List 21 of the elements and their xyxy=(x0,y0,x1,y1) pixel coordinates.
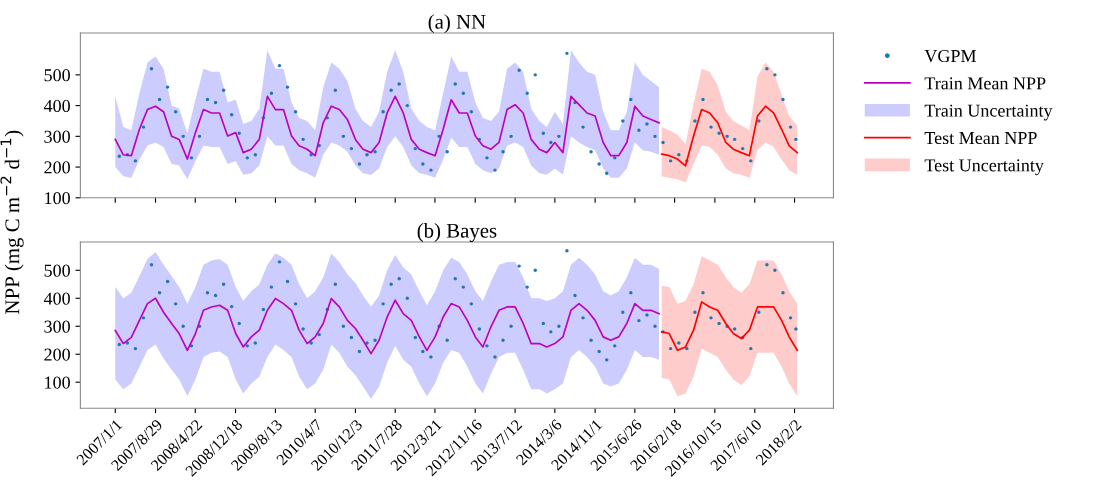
y-tick-label: 100 xyxy=(45,376,70,389)
y-tick-label: 200 xyxy=(44,348,70,361)
legend-label: Test Uncertainty xyxy=(924,159,1044,176)
y-tick-label: 400 xyxy=(43,292,70,305)
y-tick-label: 200 xyxy=(44,161,70,174)
y-tick-label: 500 xyxy=(44,264,70,277)
line-series xyxy=(114,297,660,355)
y-tick-label: 300 xyxy=(44,130,70,143)
legend-label: Test Mean NPP xyxy=(924,132,1037,145)
chart-title: (a) NN xyxy=(428,14,486,34)
legend-label: Train Uncertainty xyxy=(924,104,1053,121)
chart-title: (b) Bayes xyxy=(417,223,497,243)
y-tick-label: 500 xyxy=(44,69,70,82)
y-tick-label: 400 xyxy=(43,99,70,113)
y-tick-label: 100 xyxy=(45,192,70,205)
y-axis-title: NPP (mg C m$^{−2}$ d$^{−1}$) xyxy=(0,130,24,314)
line-series xyxy=(660,105,799,167)
y-tick-label: 300 xyxy=(44,320,70,333)
legend-label: VGPM xyxy=(924,49,976,63)
legend-label: Train Mean NPP xyxy=(924,77,1046,90)
line-series xyxy=(660,301,799,352)
